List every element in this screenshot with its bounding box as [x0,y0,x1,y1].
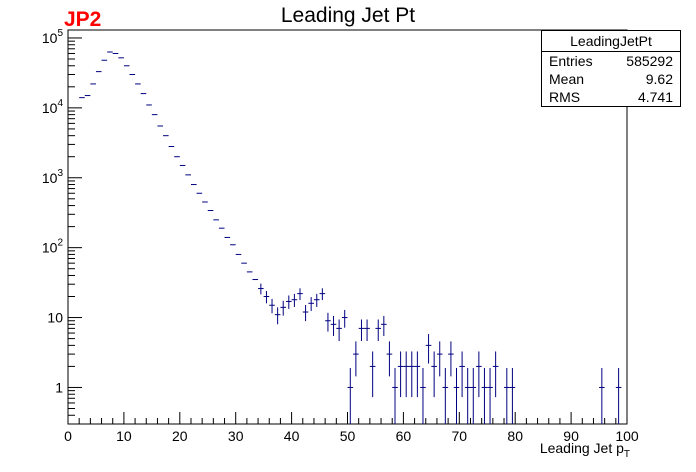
x-tick-label: 100 [615,428,639,444]
y-tick-label: 1 [55,379,63,395]
x-tick-label: 70 [452,428,468,444]
data-point [347,367,354,424]
data-point [392,367,398,424]
data-point [274,307,281,325]
data-point [436,341,443,377]
stats-box: LeadingJetPt Entries 585292 Mean 9.62 RM… [541,30,681,107]
x-tick-label: 0 [64,428,72,444]
data-point [308,297,314,312]
data-point [364,319,370,342]
x-tick-label: 10 [116,428,132,444]
data-point [459,351,465,398]
data-point [325,312,331,332]
y-tick-exponent: 5 [57,28,63,39]
chart-title: Leading Jet Pt [280,4,416,27]
data-point [286,295,292,309]
x-tick-label: 50 [340,428,356,444]
y-tick-label: 105 [42,28,64,46]
stats-value: 4.741 [637,89,673,105]
data-point [442,367,449,424]
data-point [353,341,359,377]
stats-row-mean: Mean 9.62 [542,70,680,88]
data-point [375,319,382,342]
data-point [381,315,387,336]
data-point [408,351,415,398]
stats-label: Entries [549,53,593,69]
x-tick-label: 60 [396,428,412,444]
data-point [464,367,471,424]
x-tick-label: 80 [507,428,523,444]
data-point [420,367,426,424]
stats-value: 585292 [626,53,673,69]
x-tick-label: 90 [563,428,579,444]
y-tick-label: 102 [42,238,64,256]
data-point [599,367,605,424]
data-point [448,341,454,377]
stats-row-entries: Entries 585292 [542,52,680,70]
stats-row-rms: RMS 4.741 [542,88,680,106]
data-point [470,367,477,424]
data-point [358,319,365,342]
x-axis: 0 10 20 30 40 50 60 70 80 90 100 [64,412,639,444]
data-point [269,298,275,314]
stats-label: Mean [549,71,585,87]
data-point [403,351,409,398]
data-point [280,300,287,316]
data-point [313,293,320,307]
x-tick-label: 30 [228,428,244,444]
x-tick-label: 40 [284,428,300,444]
data-point [336,319,342,342]
data-point [476,351,482,398]
x-axis-label-sub: T [623,448,630,460]
data-point [425,334,432,364]
data-point [330,315,337,336]
data-point [302,305,309,322]
data-point [291,293,298,307]
data-point [414,351,421,398]
trigger-tag: JP2 [64,8,102,31]
x-tick-label: 20 [172,428,188,444]
data-point [258,283,264,295]
stats-value: 9.62 [645,71,673,87]
y-tick-label: 10 [47,310,63,326]
data-point [297,288,303,301]
stats-header: LeadingJetPt [542,31,680,52]
data-point [453,367,460,424]
y-tick-exponent: 2 [57,238,63,249]
y-tick-label: 103 [42,168,64,186]
x-axis-label: Leading Jet pT [540,440,630,460]
data-point [504,367,510,424]
data-points [79,51,622,424]
data-point [397,351,404,398]
data-point [263,290,270,304]
data-point [386,341,393,377]
data-point [319,288,326,301]
data-point [481,367,488,424]
data-point [487,367,493,424]
data-point [615,367,622,424]
stats-label: RMS [549,89,581,105]
y-tick-exponent: 3 [57,168,63,179]
y-axis: 1 10 102 103 104 105 [42,28,82,425]
data-point [369,351,376,398]
x-axis-label-text: Leading Jet p [539,440,624,456]
y-tick-label: 104 [42,98,64,116]
data-point [492,351,499,398]
y-tick-exponent: 4 [57,98,63,109]
data-point [509,367,516,424]
data-point [341,309,348,328]
data-point [431,351,437,398]
